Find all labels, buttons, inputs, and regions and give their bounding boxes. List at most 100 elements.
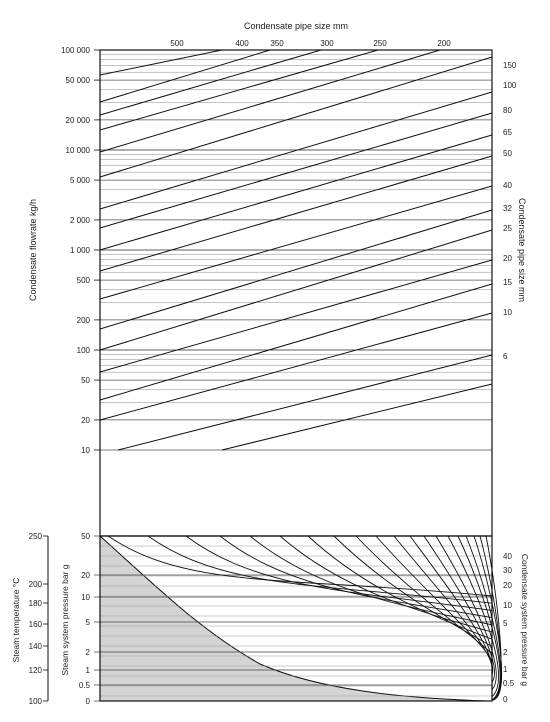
upper-top-tick-labels: 500 400 350 300 250 200 [170, 39, 451, 48]
diagonal-line [99, 312, 493, 421]
pressure-curve [485, 535, 502, 701]
diagonal-line [99, 283, 493, 401]
y-tick-label: 200 [77, 316, 91, 325]
diagonal-line [99, 209, 493, 330]
y-tick-label: 20 000 [66, 116, 91, 125]
lower-right-tick-label: 40 [503, 552, 512, 561]
right-tick-label: 40 [503, 181, 512, 190]
pressure-tick-label: 50 [81, 532, 90, 541]
temperature-tick-label: 250 [29, 532, 43, 541]
right-tick-label: 15 [503, 278, 512, 287]
lower-right-tick-label: 5 [503, 619, 508, 628]
pressure-curve [249, 535, 493, 626]
right-tick-label: 80 [503, 106, 512, 115]
y-tick-label: 500 [77, 276, 91, 285]
right-tick-label: 10 [503, 308, 512, 317]
diagonal-line [99, 49, 441, 153]
y-tick-label: 50 000 [66, 76, 91, 85]
pressure-curve [423, 535, 495, 683]
top-tick-label: 200 [437, 39, 451, 48]
diagonal-line [99, 134, 493, 251]
diagonal-line [99, 112, 493, 229]
diagonal-line [99, 259, 493, 373]
pressure-tick-labels: 50 20 10 5 2 1 0.5 0 [79, 532, 91, 706]
temperature-axis-title: Steam temperature °C [11, 578, 21, 663]
diagonal-line [99, 185, 493, 300]
y-tick-label: 20 [81, 416, 90, 425]
pressure-tick-label: 0 [86, 697, 91, 706]
right-tick-label: 6 [503, 352, 508, 361]
pressure-curve [375, 535, 493, 661]
temperature-tick-label: 160 [29, 620, 43, 629]
temperature-tick-label: 120 [29, 666, 43, 675]
top-axis-title: Condensate pipe size mm [244, 21, 348, 31]
top-tick-label: 500 [170, 39, 184, 48]
y-tick-label: 1 000 [70, 246, 91, 255]
right-tick-label: 150 [503, 61, 517, 70]
pressure-curve [447, 535, 499, 698]
top-tick-label: 350 [270, 39, 284, 48]
right-axis-title-lower: Condensate system pressure bar g [520, 554, 530, 687]
right-axis-title-upper: Condensate pipe size mm [517, 198, 527, 302]
lower-pressure-curves [107, 535, 503, 701]
lower-right-tick-label: 20 [503, 581, 512, 590]
y-tick-label: 50 [81, 376, 90, 385]
diagonal-line [99, 56, 493, 178]
y-tick-label: 100 000 [61, 46, 90, 55]
pressure-tick-label: 1 [86, 666, 91, 675]
top-tick-label: 250 [373, 39, 387, 48]
pressure-curve [473, 535, 503, 701]
pressure-curve [279, 535, 493, 633]
right-tick-label: 100 [503, 81, 517, 90]
diagonal-line [117, 354, 493, 451]
pressure-tick-label: 0.5 [79, 681, 91, 690]
temperature-tick-label: 180 [29, 599, 43, 608]
upper-y-tick-labels: 100 000 50 000 20 000 10 000 5 000 2 000 1 000… [61, 46, 100, 455]
pressure-tick-label: 2 [86, 648, 91, 657]
temperature-tick-label: 140 [29, 642, 43, 651]
top-tick-label: 400 [235, 39, 249, 48]
pressure-axis-title: Steam system pressure bar g [60, 564, 70, 675]
upper-panel-frame [99, 49, 493, 537]
pressure-curve [147, 535, 493, 604]
temperature-tick-labels: 250 200 180 160 140 120 100 [29, 532, 49, 706]
y-tick-label: 100 [77, 346, 91, 355]
top-tick-label: 300 [320, 39, 334, 48]
diagonal-line [99, 49, 322, 116]
diagonal-line [221, 383, 493, 451]
pressure-curve [219, 535, 493, 619]
lower-right-tick-label: 0 [503, 695, 508, 704]
lower-right-tick-label: 1 [503, 665, 508, 674]
lower-right-tick-label: 30 [503, 566, 512, 575]
diagonal-line [99, 49, 271, 103]
diagonal-line [99, 229, 493, 351]
y-tick-label: 10 000 [66, 146, 91, 155]
upper-diagonal-lines [99, 49, 493, 451]
pressure-curve [185, 535, 493, 611]
pressure-tick-label: 5 [86, 618, 91, 627]
lower-right-tick-label: 0.5 [503, 679, 515, 688]
lower-right-tick-labels: 40 30 20 10 5 2 1 0.5 0 [503, 552, 515, 704]
right-tick-label: 32 [503, 204, 512, 213]
saturation-shaded-area [99, 534, 489, 702]
diagonal-line [99, 49, 223, 76]
right-tick-label: 20 [503, 254, 512, 263]
left-axis-title: Condensate flowrate kg/h [28, 199, 38, 301]
diagonal-line [99, 155, 493, 272]
y-tick-label: 10 [81, 446, 90, 455]
y-tick-label: 2 000 [70, 216, 91, 225]
pressure-curve [435, 535, 497, 690]
temperature-tick-label: 200 [29, 580, 43, 589]
lower-right-tick-label: 10 [503, 601, 512, 610]
temperature-tick-label: 100 [29, 697, 43, 706]
y-tick-label: 5 000 [70, 176, 91, 185]
lower-panel-frame [99, 535, 493, 702]
lower-right-tick-label: 2 [503, 648, 508, 657]
pressure-tick-label: 20 [81, 571, 90, 580]
right-tick-label: 25 [503, 224, 512, 233]
pressure-curve [393, 535, 493, 669]
diagonal-line [99, 91, 493, 210]
diagonal-line [99, 49, 379, 131]
right-tick-label: 50 [503, 149, 512, 158]
